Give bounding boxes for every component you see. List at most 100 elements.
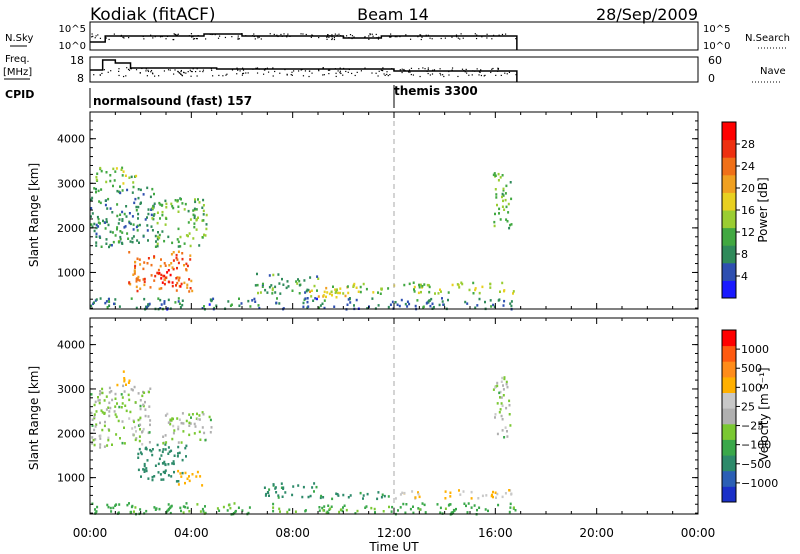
range-cell <box>123 226 126 229</box>
range-cell <box>215 304 218 307</box>
range-cell <box>97 396 99 399</box>
range-cell <box>313 482 316 485</box>
range-cell <box>163 300 166 303</box>
range-cell <box>134 401 137 404</box>
range-cell <box>298 284 301 287</box>
range-cell <box>105 242 108 245</box>
nave-dot <box>381 69 384 72</box>
range-cell <box>176 258 179 261</box>
range-cell <box>151 478 154 482</box>
range-cell <box>129 222 132 226</box>
range-cell <box>159 473 162 476</box>
range-cell <box>111 231 114 234</box>
range-cell <box>180 421 183 425</box>
range-cell <box>131 237 134 240</box>
range-cell <box>170 262 173 265</box>
range-cell <box>138 279 141 282</box>
range-cell <box>132 181 135 184</box>
nave-dot <box>103 69 105 71</box>
range-cell <box>508 226 511 230</box>
range-cell <box>139 418 142 421</box>
nave-dot <box>335 75 337 78</box>
range-cell <box>492 388 495 391</box>
nave-dot <box>506 73 508 75</box>
range-cell <box>121 218 124 221</box>
nave-dot <box>471 74 473 76</box>
range-cell <box>444 507 447 510</box>
range-cell <box>406 300 409 303</box>
range-cell <box>175 256 178 260</box>
range-cell <box>95 510 98 513</box>
nsearch-dot <box>339 35 342 37</box>
nave-dot <box>154 75 156 77</box>
colorbar-segment <box>722 192 736 211</box>
range-cell <box>164 278 167 282</box>
range-cell <box>501 174 504 177</box>
range-cell <box>166 412 169 416</box>
range-cell <box>249 305 252 308</box>
range-cell <box>402 502 405 506</box>
range-cell <box>311 486 314 489</box>
range-cell <box>391 300 394 304</box>
nave-dot <box>150 69 153 72</box>
range-cell <box>449 495 452 498</box>
range-cell <box>119 191 122 195</box>
range-cell <box>115 503 118 506</box>
nsearch-dot <box>161 35 163 38</box>
range-cell <box>158 233 161 237</box>
nave-dot <box>272 75 274 77</box>
nsearch-dot <box>336 34 338 36</box>
range-cell <box>503 377 506 381</box>
range-cell <box>304 509 307 512</box>
nave-dot <box>327 69 330 71</box>
range-cell <box>128 417 131 420</box>
range-cell <box>145 467 148 470</box>
range-cell <box>173 429 176 432</box>
range-cell <box>201 484 204 487</box>
nave-dot <box>468 74 470 76</box>
range-cell <box>108 245 110 249</box>
range-cell <box>106 207 109 210</box>
range-cell <box>355 286 358 289</box>
range-cell <box>421 285 424 288</box>
range-cell <box>93 301 95 304</box>
range-cell <box>423 283 426 286</box>
range-cell <box>198 430 201 434</box>
range-cell <box>180 282 183 286</box>
nsearch-dot <box>108 38 110 41</box>
range-cell <box>137 452 140 456</box>
range-cell <box>187 234 189 238</box>
range-cell <box>169 418 172 421</box>
range-cell <box>348 297 351 300</box>
range-cell <box>345 508 348 512</box>
range-cell <box>105 408 108 411</box>
range-cell <box>209 298 212 301</box>
range-cell <box>150 225 153 228</box>
range-cell <box>404 302 407 306</box>
range-cell <box>181 299 184 302</box>
range-cell <box>177 227 180 231</box>
nsearch-dot <box>253 33 255 35</box>
range-cell <box>272 502 275 506</box>
range-cell <box>189 422 192 425</box>
range-cell <box>149 286 152 289</box>
range-cell <box>172 267 175 271</box>
range-cell <box>233 502 236 505</box>
nsearch-dot <box>237 35 239 37</box>
range-cell <box>470 497 473 500</box>
colorbar-frame <box>721 329 737 503</box>
nave-dot <box>107 71 109 73</box>
range-cell <box>329 507 332 510</box>
range-cell <box>188 479 191 483</box>
nave-dot <box>93 74 95 76</box>
range-cell <box>150 263 153 267</box>
range-cell <box>189 258 192 261</box>
range-cell <box>167 463 170 466</box>
y-tick-label: 2000 <box>57 427 85 440</box>
range-cell <box>148 302 151 306</box>
range-cell <box>279 510 281 513</box>
nsearch-dot <box>388 36 391 38</box>
range-cell <box>177 240 180 244</box>
range-cell <box>167 298 170 302</box>
nave-dot <box>225 74 227 76</box>
